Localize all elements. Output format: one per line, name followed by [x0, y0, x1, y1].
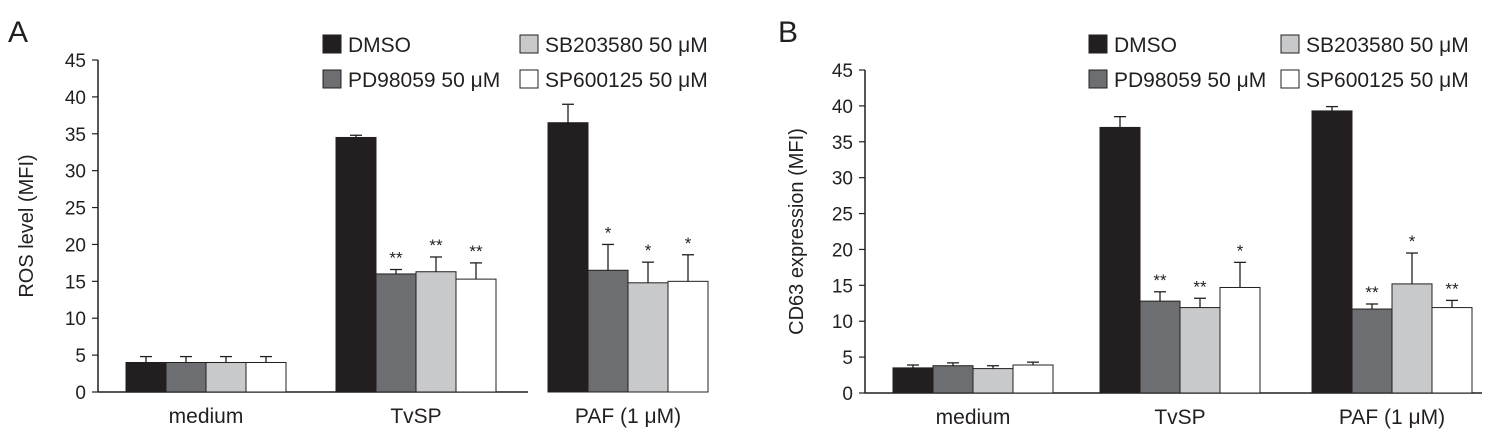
bar-2-1: [415, 271, 457, 393]
y-tick-label: 15: [65, 272, 86, 293]
legend-swatch-0: [1088, 34, 1108, 54]
y-tick-label: 30: [65, 162, 86, 183]
legend-swatch-2: [1280, 34, 1300, 54]
significance-mark: **: [429, 236, 443, 255]
significance-mark: *: [685, 234, 692, 253]
x-category-label: medium: [169, 405, 244, 428]
significance-mark: *: [1237, 241, 1244, 260]
significance-mark: *: [605, 223, 612, 242]
panel-label: A: [8, 16, 28, 49]
y-tick-label: 45: [832, 61, 853, 82]
legend-label-2: SB203580 50 μM: [545, 34, 708, 57]
x-category-label: TvSP: [390, 405, 441, 428]
y-tick-label: 40: [65, 88, 86, 109]
y-tick-label: 10: [832, 312, 853, 333]
significance-mark: **: [1153, 271, 1167, 290]
bar-3-1: [1219, 286, 1261, 394]
legend-label-0: DMSO: [348, 34, 411, 57]
legend-label-3: SP600125 50 μM: [1306, 69, 1469, 92]
legend-label-1: PD98059 50 μM: [348, 69, 500, 92]
x-category-label: PAF (1 μM): [575, 405, 681, 428]
bar-1-1: [1139, 300, 1181, 394]
bar-1-2: [1351, 308, 1393, 394]
y-tick-label: 35: [832, 133, 853, 154]
bar-3-2: [667, 280, 709, 393]
y-tick-label: 5: [75, 346, 86, 367]
legend-swatch-2: [519, 34, 539, 54]
x-category-label: medium: [936, 406, 1011, 429]
significance-mark: **: [1445, 279, 1459, 298]
bar-1-0: [165, 361, 207, 393]
bar-3-1: [455, 278, 497, 393]
significance-mark: **: [469, 242, 483, 261]
bar-0-1: [1099, 126, 1141, 394]
bar-0-0: [125, 361, 167, 393]
y-tick-label: 15: [832, 276, 853, 297]
y-tick-label: 45: [65, 51, 86, 72]
bar-0-0: [892, 367, 934, 394]
x-category-label: PAF (1 μM): [1339, 406, 1445, 429]
legend-swatch-3: [519, 69, 539, 89]
bar-1-1: [375, 273, 417, 393]
y-axis-label: CD63 expression (MFI): [786, 128, 808, 335]
bar-0-2: [547, 122, 589, 393]
legend-swatch-3: [1280, 69, 1300, 89]
y-tick-label: 25: [65, 199, 86, 220]
legend-label-1: PD98059 50 μM: [1114, 69, 1266, 92]
bar-2-0: [972, 368, 1014, 394]
legend-label-0: DMSO: [1114, 34, 1177, 57]
bar-0-2: [1311, 110, 1353, 394]
legend-label-2: SB203580 50 μM: [1306, 34, 1469, 57]
legend-swatch-1: [322, 69, 342, 89]
legend-swatch-0: [322, 34, 342, 54]
bar-1-0: [932, 365, 974, 394]
bar-3-0: [1012, 364, 1054, 394]
significance-mark: **: [1193, 277, 1207, 296]
y-tick-label: 0: [75, 383, 86, 404]
panel-a: A 0 5 10 15 20 25 30 35 40 45 ROS level (MFI) medium…: [8, 16, 709, 428]
y-tick-label: 10: [65, 309, 86, 330]
significance-mark: *: [645, 241, 652, 260]
bar-2-1: [1179, 307, 1221, 394]
y-tick-label: 20: [832, 240, 853, 261]
bar-0-1: [335, 136, 377, 393]
y-tick-label: 0: [842, 384, 853, 405]
significance-mark: **: [1365, 283, 1379, 302]
bar-2-2: [627, 282, 669, 393]
y-tick-label: 35: [65, 125, 86, 146]
y-tick-label: 30: [832, 169, 853, 190]
legend-swatch-1: [1088, 69, 1108, 89]
bar-2-2: [1391, 283, 1433, 394]
y-tick-label: 5: [842, 348, 853, 369]
y-tick-label: 40: [832, 97, 853, 118]
y-tick-label: 20: [65, 235, 86, 256]
bar-2-0: [205, 361, 247, 393]
y-axis-label: ROS level (MFI): [16, 154, 38, 297]
x-category-label: TvSP: [1154, 406, 1205, 429]
panel-b: B 0 5 10 15 20 25 30 35 40 45 CD63 expression (MFI)…: [778, 16, 1482, 429]
bar-1-2: [587, 269, 629, 393]
legend-label-3: SP600125 50 μM: [545, 69, 708, 92]
bar-3-0: [245, 361, 287, 393]
bar-3-2: [1431, 307, 1473, 394]
significance-mark: **: [389, 249, 403, 268]
y-tick-label: 25: [832, 205, 853, 226]
panel-label: B: [778, 16, 798, 49]
significance-mark: *: [1409, 232, 1416, 251]
